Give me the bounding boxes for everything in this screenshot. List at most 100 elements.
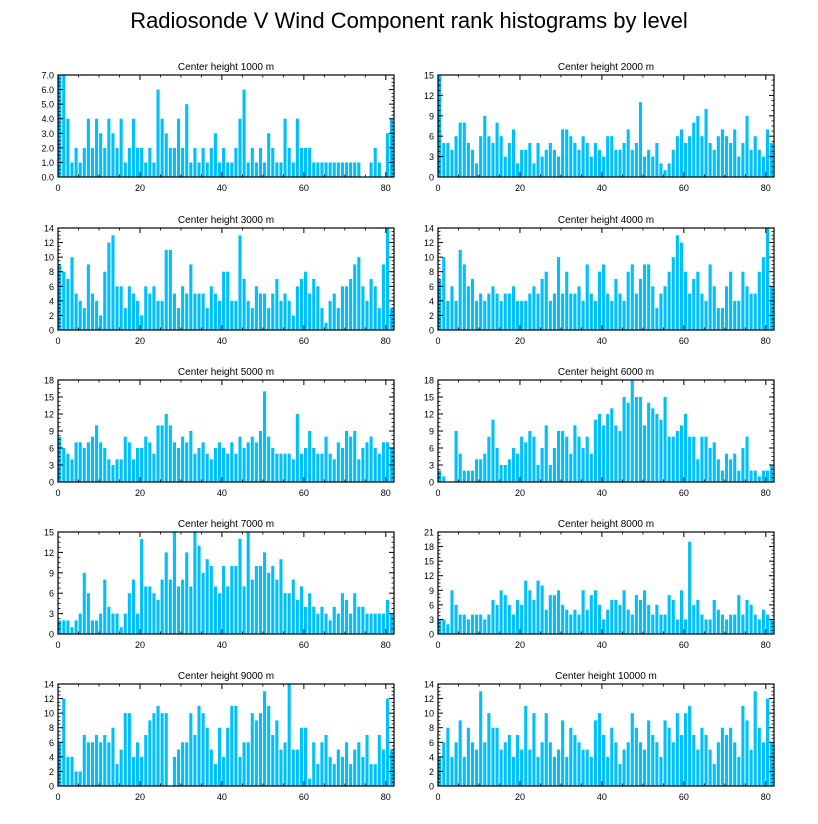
y-tick-label: 3 <box>429 615 434 625</box>
y-tick-label: 6 <box>49 282 54 292</box>
histogram-bar <box>589 595 593 634</box>
histogram-bar <box>385 698 390 786</box>
histogram-bar <box>181 579 185 634</box>
histogram-bar <box>716 459 720 482</box>
histogram-bar <box>197 545 201 634</box>
y-tick-label: 15 <box>424 557 434 567</box>
histogram-bar <box>569 727 573 786</box>
histogram-bar <box>573 425 577 482</box>
histogram-bar <box>299 453 304 482</box>
histogram-bar <box>520 749 524 786</box>
histogram-bar <box>123 162 127 177</box>
x-tick-label: 80 <box>381 488 391 498</box>
histogram-bar <box>287 453 291 482</box>
histogram-bar <box>131 293 136 330</box>
histogram-bar <box>254 162 258 177</box>
histogram-bar <box>103 735 107 786</box>
histogram-bar <box>107 606 111 634</box>
histogram-bar <box>638 742 643 786</box>
histogram-bar <box>552 149 556 177</box>
y-tick-label: 10 <box>44 709 54 719</box>
histogram-bar <box>692 279 696 330</box>
histogram-bar <box>663 286 667 330</box>
histogram-bar <box>144 162 148 177</box>
histogram-bar <box>643 264 647 330</box>
histogram-bar <box>729 727 733 786</box>
histogram-bar <box>679 590 684 634</box>
histogram-bar <box>349 613 353 634</box>
histogram-bar <box>312 279 316 330</box>
histogram-bar <box>450 286 454 330</box>
histogram-bar <box>369 613 373 634</box>
histogram-bar <box>544 425 548 482</box>
histogram-bar <box>442 476 446 482</box>
histogram-bar <box>111 133 115 177</box>
histogram-bar <box>152 713 156 786</box>
y-tick-label: 2 <box>49 311 54 321</box>
histogram-bar <box>651 614 655 634</box>
histogram-bar <box>622 143 626 177</box>
histogram-bar <box>189 264 193 330</box>
histogram-bar <box>475 614 479 634</box>
histogram-bar <box>556 590 561 634</box>
histogram-bar <box>573 143 577 177</box>
histogram-bar <box>491 143 495 177</box>
histogram-bar <box>606 414 610 482</box>
x-tick-label: 20 <box>515 640 525 650</box>
histogram-bar <box>507 143 511 177</box>
histogram-bar <box>156 705 160 786</box>
histogram-bar <box>82 147 86 177</box>
histogram-bar <box>614 742 618 786</box>
y-tick-label: 0 <box>429 326 434 336</box>
histogram-bar <box>336 308 340 330</box>
histogram-bar <box>295 749 299 786</box>
x-tick-label: 60 <box>299 488 309 498</box>
histogram-bar <box>271 293 275 330</box>
histogram-bar <box>675 136 679 177</box>
histogram-bar <box>696 459 700 482</box>
histogram-bar <box>234 453 238 482</box>
histogram-bar <box>176 586 181 634</box>
histogram-bar <box>357 606 361 634</box>
histogram-bar <box>209 749 213 786</box>
y-tick-label: 3 <box>49 609 54 619</box>
histogram-bar <box>634 293 638 330</box>
histogram-bar <box>602 619 606 634</box>
histogram-bar <box>119 118 123 177</box>
histogram-bar <box>312 448 316 482</box>
histogram-bar <box>115 764 119 786</box>
histogram-bar <box>148 442 152 482</box>
histogram-bar <box>373 764 377 786</box>
histogram-bar <box>66 756 70 786</box>
histogram-bar <box>655 414 659 482</box>
histogram-bar <box>651 408 655 482</box>
histogram-bar <box>606 609 610 634</box>
histogram-panel: Center height 3000 m 0 2 4 6 8 10 12 14 0 20 40 60 80 <box>44 215 395 346</box>
histogram-bar <box>234 147 238 177</box>
histogram-bar <box>62 75 66 177</box>
histogram-bar <box>205 559 209 634</box>
histogram-bar <box>185 442 189 482</box>
histogram-bar <box>103 147 107 177</box>
histogram-bar <box>544 271 548 330</box>
histogram-bar <box>585 436 589 482</box>
histogram-bar <box>511 756 516 786</box>
histogram-bar <box>729 143 733 177</box>
histogram-panel: Center height 2000 m 0 3 6 9 12 15 0 20 40 60 80 <box>424 62 775 193</box>
histogram-bar <box>295 118 299 177</box>
histogram-bar <box>610 600 614 634</box>
x-tick-label: 0 <box>435 183 440 193</box>
histogram-bar <box>565 129 569 177</box>
histogram-bar <box>279 559 283 634</box>
histogram-bar <box>267 133 271 177</box>
histogram-bar <box>536 143 540 177</box>
histogram-bar <box>577 614 581 634</box>
histogram-bar <box>95 118 99 177</box>
histogram-bar <box>593 590 597 634</box>
histogram-bar <box>708 749 712 786</box>
histogram-bar <box>511 448 516 482</box>
histogram-bar <box>696 749 700 786</box>
y-tick-label: 7.0 <box>41 71 54 81</box>
histogram-bar <box>503 595 507 634</box>
y-tick-label: 12 <box>44 694 54 704</box>
